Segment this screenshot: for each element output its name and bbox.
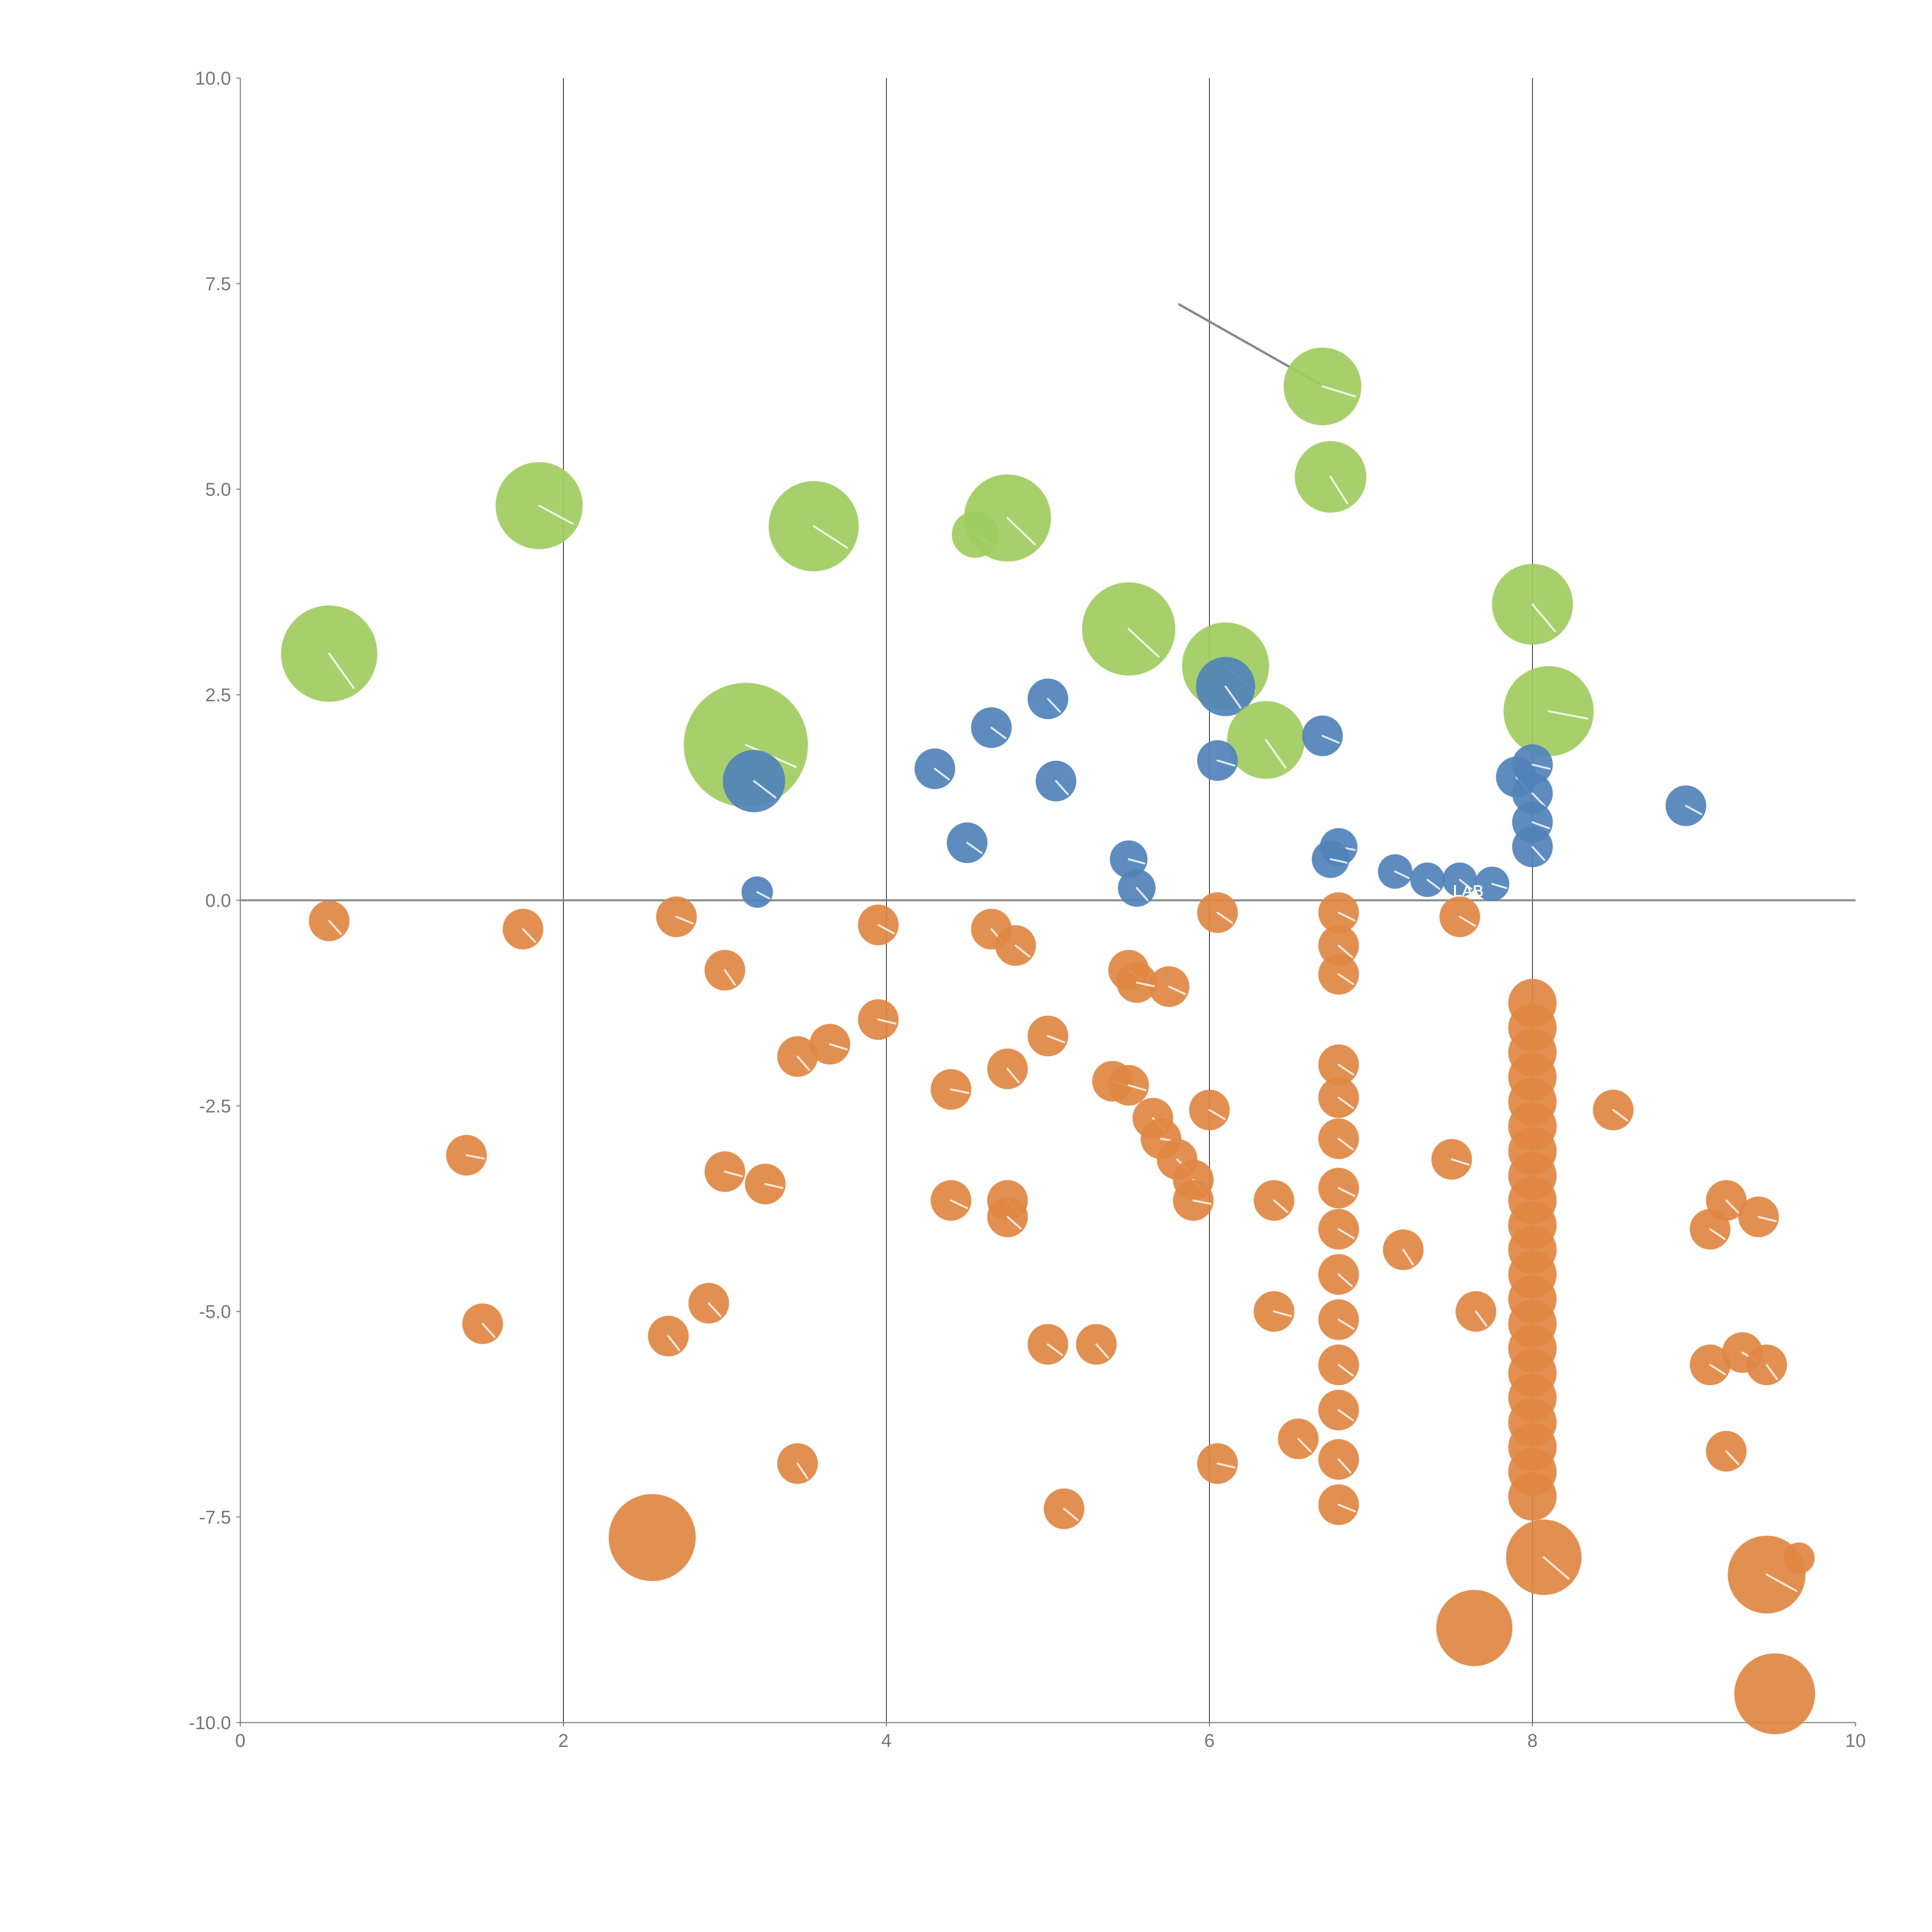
svg-text:-5.0: -5.0 (199, 1302, 231, 1322)
svg-text:-7.5: -7.5 (199, 1507, 231, 1528)
svg-text:-10.0: -10.0 (189, 1713, 231, 1733)
svg-text:10: 10 (1845, 1731, 1866, 1751)
svg-text:8: 8 (1527, 1731, 1538, 1751)
svg-text:4: 4 (881, 1731, 892, 1751)
svg-text:0.0: 0.0 (205, 891, 231, 911)
svg-text:2.5: 2.5 (205, 685, 231, 706)
svg-text:2: 2 (558, 1731, 569, 1751)
svg-text:7.5: 7.5 (205, 274, 231, 294)
svg-text:6: 6 (1204, 1731, 1215, 1751)
svg-text:0: 0 (235, 1731, 246, 1751)
svg-text:LAB: LAB (1453, 882, 1483, 900)
svg-text:5.0: 5.0 (205, 480, 231, 500)
svg-text:-2.5: -2.5 (199, 1096, 231, 1117)
svg-text:10.0: 10.0 (195, 68, 231, 89)
